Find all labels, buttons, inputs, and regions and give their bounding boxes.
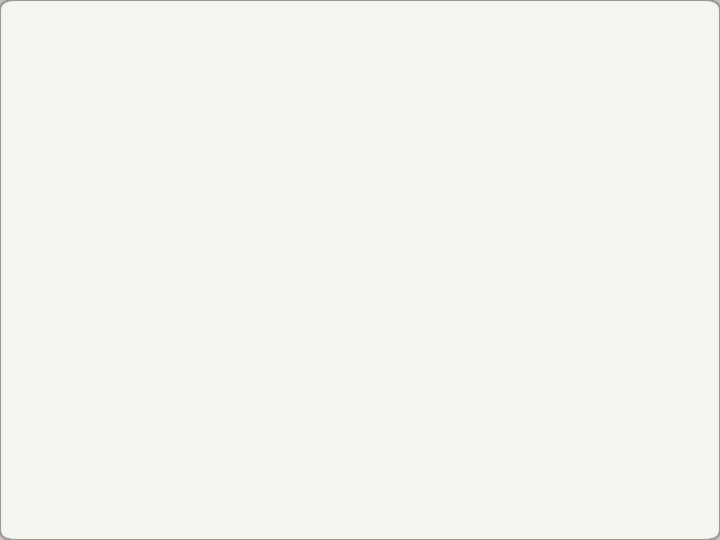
Text: 4 A: 4 A	[418, 376, 436, 386]
Text: $v_o$: $v_o$	[418, 97, 438, 115]
Text: $V_s = 12V$: $V_s = 12V$	[41, 382, 103, 399]
Text: 3 A: 3 A	[152, 171, 170, 180]
Text: $I_s = \dfrac{12}{3}$: $I_s = \dfrac{12}{3}$	[580, 357, 627, 386]
Text: −: −	[163, 372, 178, 390]
Text: R: R	[488, 109, 495, 118]
Text: 8 $\Omega$: 8 $\Omega$	[277, 375, 297, 387]
Circle shape	[144, 360, 197, 401]
FancyBboxPatch shape	[17, 313, 127, 448]
Text: +: +	[173, 362, 182, 372]
Text: 3 $\Omega$: 3 $\Omega$	[258, 105, 277, 117]
Text: Solution:: Solution:	[28, 259, 119, 277]
Circle shape	[177, 155, 230, 196]
Text: in the circuit given.: in the circuit given.	[446, 97, 626, 115]
Text: 4 $\Omega$: 4 $\Omega$	[177, 316, 197, 328]
FancyBboxPatch shape	[421, 108, 670, 230]
Text: $I_s = \dfrac{V_s}{R}$: $I_s = \dfrac{V_s}{R}$	[582, 313, 626, 344]
FancyBboxPatch shape	[530, 294, 678, 459]
Text: o b: o b	[523, 166, 535, 175]
Text: R: R	[622, 109, 628, 118]
Circle shape	[442, 140, 470, 162]
Text: $i_s$: $i_s$	[572, 127, 580, 139]
Text: 1.  Transform the current and  voltage sources.: 1. Transform the current and voltage sou…	[71, 302, 590, 321]
Circle shape	[357, 360, 410, 401]
Text: +: +	[277, 360, 287, 369]
Text: Example:  Use source transformation to find: Example: Use source transformation to fi…	[28, 97, 432, 115]
Text: $i_o$: $i_o$	[276, 141, 285, 156]
Text: 2 $\Omega$: 2 $\Omega$	[237, 316, 256, 328]
Text: o a: o a	[523, 123, 535, 132]
Text: Figure 4.15    Transformation of independent sources.: Figure 4.15 Transformation of independen…	[432, 210, 657, 219]
Text: 12 V: 12 V	[112, 376, 137, 386]
Text: +: +	[348, 166, 361, 185]
Text: 3 $\Omega$: 3 $\Omega$	[314, 375, 333, 387]
Text: $V_s = (3)4$: $V_s = (3)4$	[42, 356, 103, 374]
Text: 4 $\Omega$: 4 $\Omega$	[98, 170, 117, 181]
Text: $I_s = 4A$: $I_s = 4A$	[581, 402, 626, 418]
Text: o b: o b	[657, 166, 668, 175]
Text: o a: o a	[657, 123, 668, 132]
Text: $i_o$: $i_o$	[277, 344, 287, 358]
Text: −: −	[277, 392, 287, 402]
Text: 12 V: 12 V	[388, 171, 413, 180]
Text: $i_s$: $i_s$	[436, 122, 443, 134]
Circle shape	[328, 155, 381, 196]
Text: SOURCE TRANSFORMATION: SOURCE TRANSFORMATION	[28, 38, 498, 67]
Text: −: −	[337, 181, 347, 194]
Text: 2 $\Omega$: 2 $\Omega$	[171, 105, 191, 117]
Text: $V_s = I_s R$: $V_s = I_s R$	[46, 332, 98, 348]
Text: +: +	[336, 157, 347, 170]
Text: 8 $\Omega$: 8 $\Omega$	[276, 170, 295, 181]
